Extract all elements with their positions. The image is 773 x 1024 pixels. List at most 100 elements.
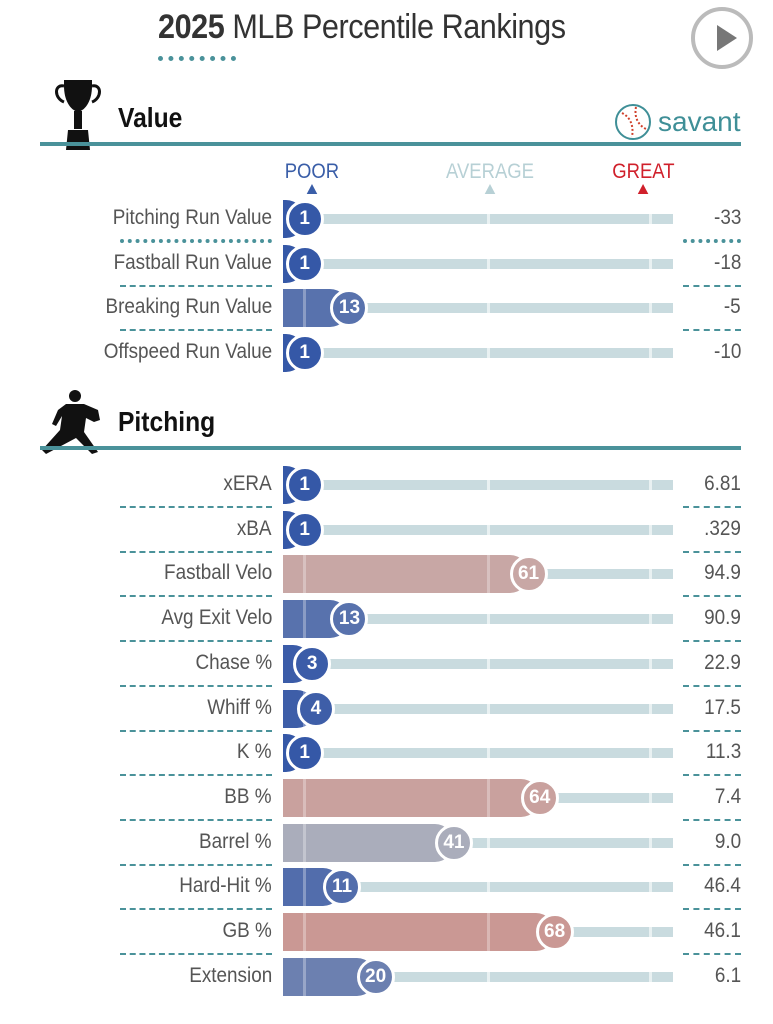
bar-tick <box>487 778 490 817</box>
row-divider <box>120 640 272 643</box>
metric-label: Chase % <box>195 650 272 674</box>
metric-value: 94.9 <box>704 561 741 585</box>
percentile-track <box>283 214 673 224</box>
metric-label: BB % <box>224 784 272 808</box>
metric-row[interactable]: Whiff % 4 17.5 <box>0 689 773 732</box>
row-divider <box>683 284 741 287</box>
row-divider <box>683 506 741 508</box>
percentile-bar <box>283 778 540 817</box>
metric-value: 22.9 <box>704 650 741 674</box>
great-marker-icon <box>638 184 649 194</box>
title-year: 2025 <box>158 8 225 46</box>
metric-row[interactable]: xBA 1 .329 <box>0 510 773 553</box>
percentile-track <box>283 480 673 490</box>
metric-label: Avg Exit Velo <box>160 606 272 630</box>
metric-label: Breaking Run Value <box>105 295 272 319</box>
row-divider <box>683 774 741 777</box>
section-title-pitching: Pitching <box>118 406 216 437</box>
row-divider <box>120 506 272 508</box>
bar-tick <box>303 600 306 639</box>
metric-label: Offspeed Run Value <box>103 340 272 364</box>
metric-row[interactable]: Extension 20 6.1 <box>0 957 773 997</box>
bar-tick <box>303 555 306 594</box>
row-divider <box>120 953 272 955</box>
savant-text: savant <box>658 106 741 137</box>
metric-row[interactable]: K % 1 11.3 <box>0 733 773 777</box>
legend-average-label: AVERAGE <box>445 160 534 183</box>
section-title-value: Value <box>118 102 183 133</box>
metric-row[interactable]: xERA 1 6.81 <box>0 465 773 508</box>
row-divider <box>120 729 272 732</box>
metric-row[interactable]: Breaking Run Value 13 -5 <box>0 288 773 332</box>
bar-tick <box>303 868 306 907</box>
percentile-circle: 1 <box>285 734 324 773</box>
bar-tick <box>487 913 490 951</box>
metric-row[interactable]: Offspeed Run Value 1 -10 <box>0 333 773 373</box>
metric-value: 11.3 <box>705 740 741 764</box>
row-divider <box>683 550 741 553</box>
row-divider <box>683 239 741 243</box>
percentile-track <box>283 703 673 714</box>
trophy-icon <box>55 80 101 150</box>
title-text: MLB Percentile Rankings <box>232 8 566 46</box>
legend-average: AVERAGE <box>446 160 534 194</box>
percentile-bar <box>283 913 555 951</box>
metric-row[interactable]: Fastball Velo 61 94.9 <box>0 554 773 598</box>
row-divider <box>683 908 741 911</box>
percentile-track <box>283 524 673 535</box>
metric-row[interactable]: Chase % 3 22.9 <box>0 644 773 687</box>
bar-tick <box>303 778 306 817</box>
row-divider <box>683 953 741 955</box>
metric-row[interactable]: Barrel % 41 9.0 <box>0 823 773 866</box>
row-divider <box>683 595 741 598</box>
average-marker-icon <box>484 184 496 194</box>
metric-value: 46.4 <box>704 874 741 898</box>
metric-value: 9.0 <box>714 829 741 853</box>
percentile-circle: 1 <box>285 466 324 504</box>
row-divider <box>120 239 272 243</box>
metric-value: -5 <box>724 295 741 319</box>
pitching-section-line <box>40 446 741 450</box>
play-button[interactable] <box>691 7 753 69</box>
row-divider <box>120 684 272 687</box>
metric-value: 17.5 <box>704 695 741 719</box>
row-divider <box>120 863 272 866</box>
metric-label: Extension <box>188 963 272 987</box>
metric-label: GB % <box>222 919 272 942</box>
legend-great-label: GREAT <box>612 160 675 183</box>
row-divider <box>120 550 272 553</box>
row-divider <box>120 329 272 332</box>
metric-value: -33 <box>713 206 741 229</box>
metric-row[interactable]: Hard-Hit % 11 46.4 <box>0 867 773 911</box>
metric-row[interactable]: Avg Exit Velo 13 90.9 <box>0 599 773 643</box>
metric-label: Fastball Run Value <box>113 250 272 274</box>
row-divider <box>683 640 741 643</box>
percentile-circle: 4 <box>296 689 335 728</box>
row-divider <box>683 684 741 687</box>
percentile-bar <box>283 823 454 862</box>
row-divider <box>120 284 272 287</box>
metric-value: 46.1 <box>704 919 741 942</box>
percentile-circle: 61 <box>509 555 548 594</box>
metric-value: .329 <box>704 516 741 540</box>
metric-row[interactable]: Fastball Run Value 1 -18 <box>0 244 773 287</box>
metric-label: Whiff % <box>207 695 272 719</box>
legend-poor-label: POOR <box>284 160 340 183</box>
savant-logo: savant <box>614 103 741 141</box>
percentile-circle: 64 <box>520 778 559 817</box>
row-divider <box>683 329 741 332</box>
percentile-circle: 11 <box>323 868 362 907</box>
metric-row[interactable]: GB % 68 46.1 <box>0 912 773 955</box>
metric-row[interactable]: Pitching Run Value 1 -33 <box>0 199 773 243</box>
metric-row[interactable]: BB % 64 7.4 <box>0 778 773 821</box>
percentile-circle: 1 <box>285 244 324 283</box>
percentile-track <box>283 658 673 669</box>
value-section-line <box>40 142 741 146</box>
metric-value: -10 <box>713 340 741 364</box>
percentile-circle: 13 <box>330 289 369 328</box>
percentile-circle: 13 <box>330 600 369 639</box>
percentile-circle: 1 <box>285 510 324 549</box>
metric-label: Pitching Run Value <box>112 206 272 229</box>
row-divider <box>120 818 272 821</box>
legend-great: GREAT <box>612 160 675 194</box>
